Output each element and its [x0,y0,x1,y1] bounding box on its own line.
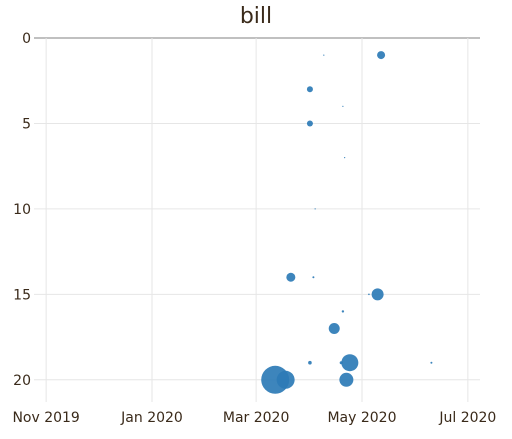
data-point [323,54,325,56]
x-tick-label: Nov 2019 [12,410,79,426]
data-point [341,354,359,372]
data-point [339,361,343,365]
data-point [368,293,370,296]
data-point [430,361,433,364]
data-point [276,370,295,389]
x-tick-label: May 2020 [327,410,396,426]
data-point [341,310,345,313]
data-point [371,288,384,301]
y-tick-label: 0 [22,31,31,47]
axes: 0 5 10 15 20 Nov 2019 Jan 2020 Mar 2020 May 2020… [12,31,496,426]
y-tick-label: 15 [13,287,31,303]
data-point [314,208,316,210]
y-tick-label: 10 [13,202,31,218]
data-point [344,157,346,159]
data-point [342,105,344,107]
data-point [339,372,354,387]
x-tick-label: Jan 2020 [120,410,183,426]
grid-lines [34,37,480,402]
data-point [312,276,315,279]
data-point [306,120,313,127]
data-point [306,86,313,93]
data-point [286,272,296,282]
data-points [261,51,433,394]
y-tick-label: 5 [22,116,31,132]
chart-title: bill [239,4,273,29]
data-point [308,360,312,365]
x-tick-label: Jul 2020 [438,410,496,426]
data-point [377,51,386,60]
x-tick-label: Mar 2020 [223,410,290,426]
data-point [328,323,340,335]
y-tick-label: 20 [13,373,31,389]
